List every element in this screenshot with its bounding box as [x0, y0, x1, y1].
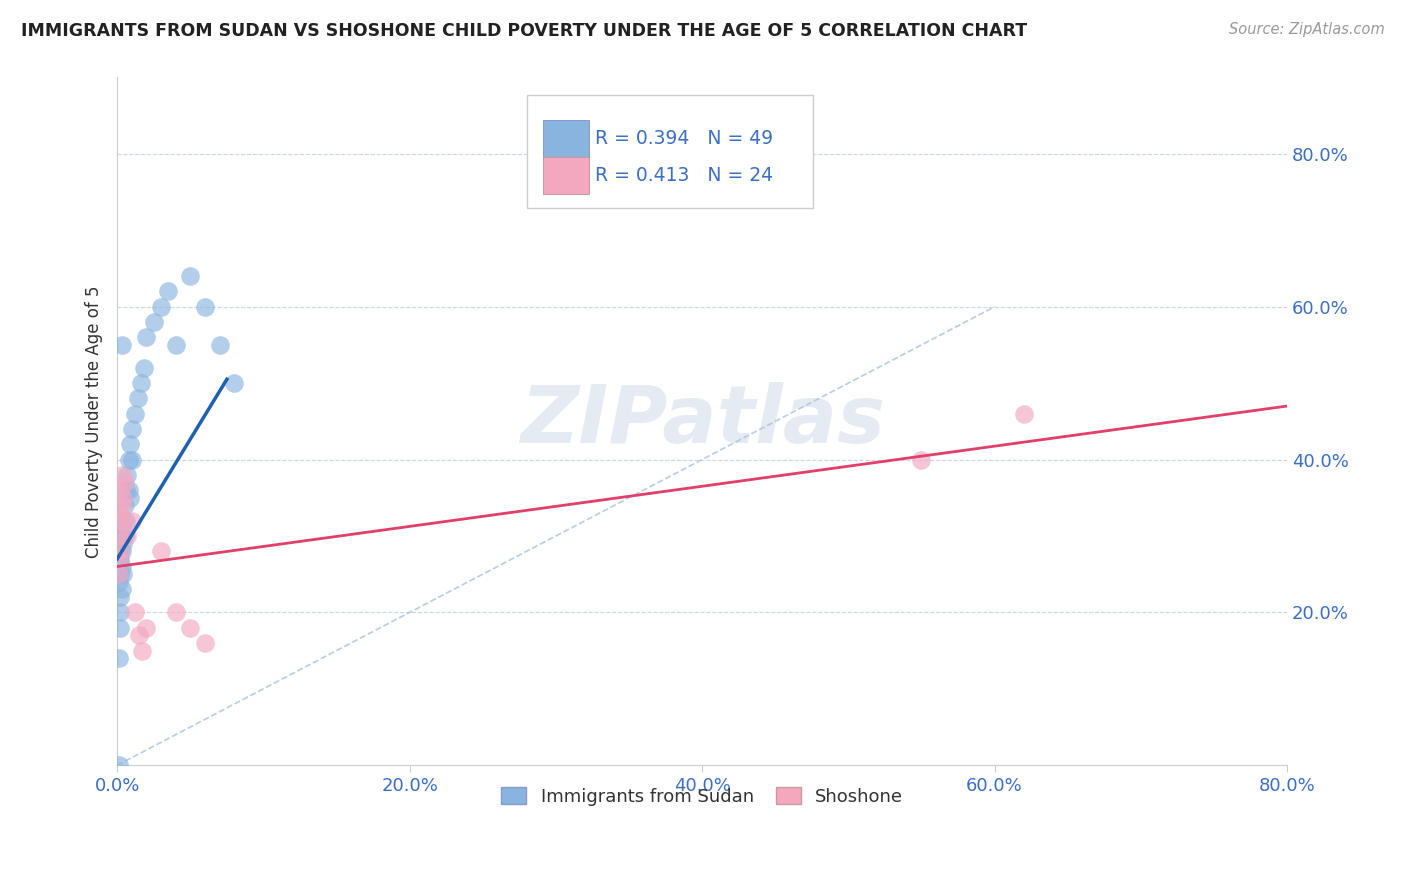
Point: [135, 330, 157, 344]
Text: R = 0.394   N = 49: R = 0.394 N = 49: [595, 129, 773, 148]
Point: [112, 491, 135, 505]
Point: [107, 651, 129, 665]
Point: [107, 567, 129, 582]
Point: [110, 582, 132, 597]
Point: [110, 544, 132, 558]
Point: [121, 422, 143, 436]
Point: [114, 475, 136, 490]
Point: [150, 544, 173, 558]
Point: [128, 628, 150, 642]
Point: [108, 621, 131, 635]
Point: [124, 606, 146, 620]
Point: [118, 483, 141, 497]
Point: [179, 621, 201, 635]
Point: [165, 606, 187, 620]
Point: [110, 559, 132, 574]
Text: Source: ZipAtlas.com: Source: ZipAtlas.com: [1229, 22, 1385, 37]
Point: [208, 338, 231, 352]
Point: [108, 552, 131, 566]
Point: [117, 529, 139, 543]
Point: [107, 552, 129, 566]
Point: [112, 536, 135, 550]
Point: [108, 567, 131, 582]
Point: [194, 636, 217, 650]
Point: [124, 407, 146, 421]
Text: IMMIGRANTS FROM SUDAN VS SHOSHONE CHILD POVERTY UNDER THE AGE OF 5 CORRELATION C: IMMIGRANTS FROM SUDAN VS SHOSHONE CHILD …: [21, 22, 1028, 40]
Point: [110, 338, 132, 352]
Point: [107, 521, 129, 535]
Point: [107, 574, 129, 589]
Point: [108, 544, 131, 558]
Point: [107, 544, 129, 558]
Point: [107, 567, 129, 582]
Point: [142, 315, 165, 329]
FancyBboxPatch shape: [527, 95, 813, 208]
Legend: Immigrants from Sudan, Shoshone: Immigrants from Sudan, Shoshone: [492, 778, 912, 814]
Point: [179, 269, 201, 284]
Point: [110, 529, 132, 543]
Point: [114, 529, 136, 543]
Point: [1012, 407, 1035, 421]
Point: [127, 392, 149, 406]
Point: [107, 514, 129, 528]
Point: [107, 529, 129, 543]
Point: [112, 514, 135, 528]
Point: [114, 499, 136, 513]
Point: [108, 514, 131, 528]
Point: [194, 300, 217, 314]
Y-axis label: Child Poverty Under the Age of 5: Child Poverty Under the Age of 5: [86, 285, 103, 558]
Point: [120, 491, 142, 505]
Point: [132, 360, 155, 375]
Point: [108, 544, 131, 558]
Point: [110, 467, 132, 482]
Text: R = 0.413   N = 24: R = 0.413 N = 24: [595, 166, 773, 186]
Point: [107, 536, 129, 550]
Point: [108, 606, 131, 620]
Point: [107, 552, 129, 566]
Point: [117, 467, 139, 482]
Point: [129, 376, 152, 390]
Point: [150, 300, 173, 314]
Point: [115, 514, 138, 528]
Point: [224, 376, 246, 390]
Point: [108, 590, 131, 604]
FancyBboxPatch shape: [543, 120, 589, 157]
FancyBboxPatch shape: [543, 157, 589, 194]
Point: [112, 567, 135, 582]
Point: [121, 452, 143, 467]
Point: [165, 338, 187, 352]
Point: [131, 643, 153, 657]
Point: [120, 437, 142, 451]
Point: [157, 285, 180, 299]
Point: [121, 514, 143, 528]
Point: [107, 758, 129, 772]
Text: ZIPatlas: ZIPatlas: [520, 383, 884, 460]
Point: [107, 529, 129, 543]
Point: [108, 529, 131, 543]
Point: [110, 499, 132, 513]
Point: [135, 621, 157, 635]
Point: [107, 506, 129, 520]
Point: [115, 483, 138, 497]
Point: [112, 514, 135, 528]
Point: [118, 452, 141, 467]
Point: [910, 452, 932, 467]
Point: [108, 483, 131, 497]
